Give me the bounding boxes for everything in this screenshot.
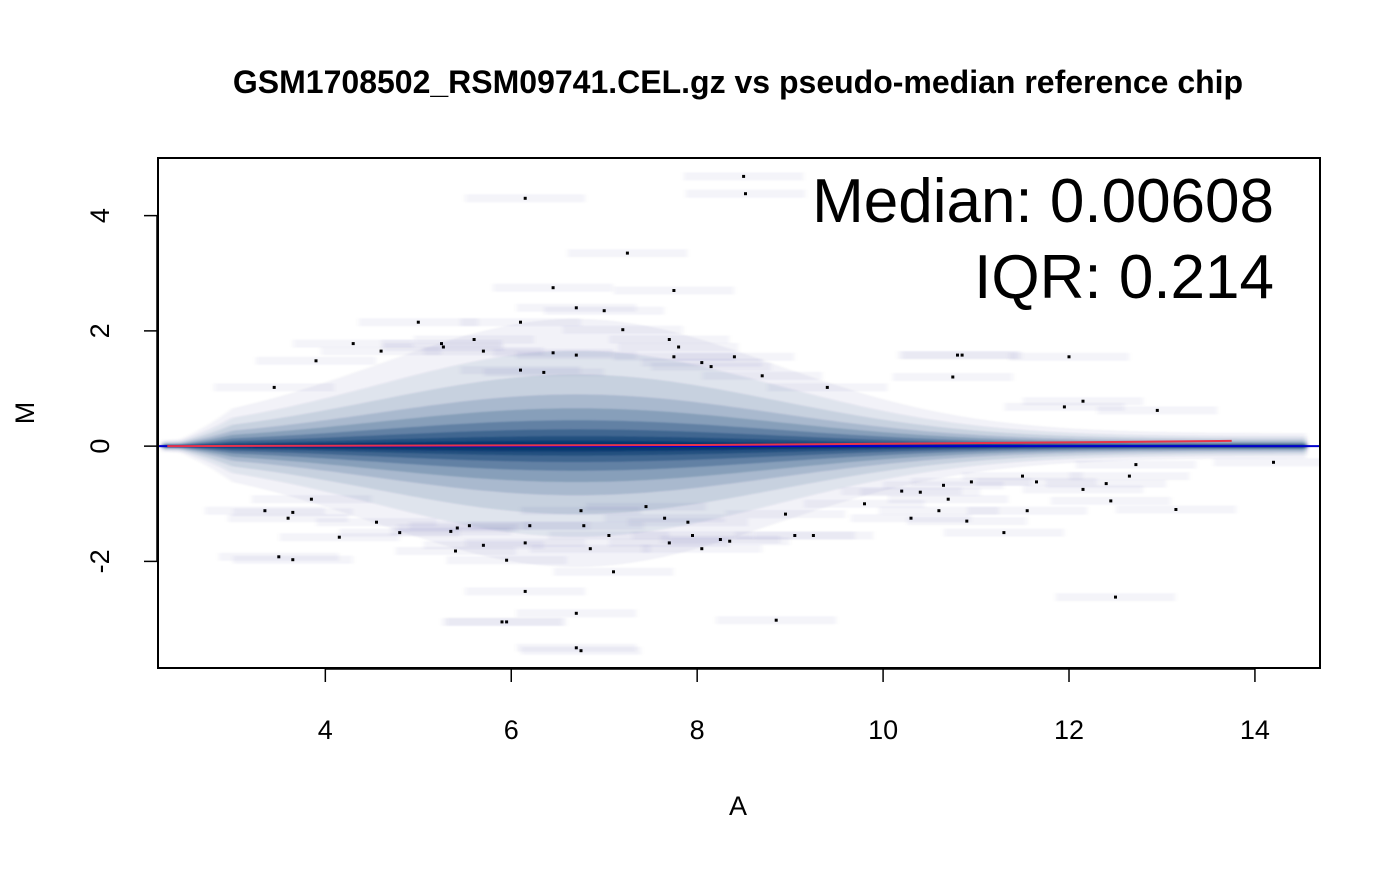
outlier-point bbox=[481, 349, 485, 353]
outlier-point bbox=[607, 534, 611, 537]
outlier-point bbox=[286, 516, 290, 520]
chart-title: GSM1708502_RSM09741.CEL.gz vs pseudo-med… bbox=[233, 64, 1243, 100]
outlier-point bbox=[612, 570, 615, 574]
y-tick-label: -2 bbox=[85, 549, 115, 573]
outlier-point bbox=[811, 534, 815, 537]
x-tick-label: 6 bbox=[504, 715, 519, 745]
outlier-point bbox=[579, 649, 583, 653]
outlier-point bbox=[454, 549, 457, 553]
outlier-point bbox=[946, 497, 950, 501]
outlier-halo bbox=[1213, 458, 1320, 467]
outlier-point bbox=[551, 286, 555, 290]
outlier-point bbox=[309, 497, 313, 501]
x-tick-label: 10 bbox=[868, 715, 898, 745]
outlier-point bbox=[644, 505, 648, 509]
y-axis: -2 0 2 4 bbox=[85, 208, 158, 573]
median-annotation: Median: 0.00608 bbox=[812, 167, 1274, 236]
outlier-point bbox=[523, 541, 527, 545]
outlier-point bbox=[1104, 482, 1108, 486]
x-tick-label: 4 bbox=[318, 715, 333, 745]
iqr-annotation: IQR: 0.214 bbox=[974, 243, 1274, 312]
outlier-point bbox=[1127, 474, 1131, 478]
outlier-point bbox=[1062, 405, 1066, 409]
y-tick-label: 4 bbox=[85, 208, 115, 223]
outlier-point bbox=[667, 338, 671, 341]
outlier-point bbox=[602, 309, 606, 313]
x-tick-label: 14 bbox=[1240, 715, 1270, 745]
outlier-point bbox=[1114, 595, 1117, 599]
outlier-point bbox=[863, 502, 866, 506]
y-tick-label: 2 bbox=[85, 323, 115, 338]
x-tick-label: 12 bbox=[1054, 715, 1084, 745]
outlier-point bbox=[505, 558, 509, 562]
outlier-point bbox=[951, 375, 955, 379]
outlier-point bbox=[937, 509, 941, 513]
outlier-point bbox=[965, 519, 969, 523]
outlier-points bbox=[204, 172, 1320, 655]
outlier-point bbox=[272, 385, 276, 389]
x-tick-label: 8 bbox=[690, 715, 705, 745]
outlier-point bbox=[625, 251, 629, 255]
outlier-point bbox=[500, 620, 504, 624]
outlier-point bbox=[969, 480, 973, 484]
outlier-point bbox=[784, 512, 787, 516]
outlier-point bbox=[441, 345, 445, 349]
outlier-point bbox=[774, 618, 778, 622]
outlier-point bbox=[672, 289, 676, 292]
outlier-point bbox=[825, 385, 829, 389]
outlier-point bbox=[1035, 480, 1038, 484]
outlier-point bbox=[337, 535, 341, 539]
outlier-point bbox=[582, 524, 586, 528]
outlier-point bbox=[1025, 509, 1029, 513]
outlier-point bbox=[1134, 463, 1138, 467]
outlier-point bbox=[677, 345, 681, 349]
outlier-point bbox=[760, 374, 764, 378]
outlier-point bbox=[351, 342, 355, 346]
outlier-point bbox=[379, 349, 383, 353]
y-tick-label: 0 bbox=[85, 439, 115, 454]
outlier-point bbox=[960, 353, 964, 357]
outlier-point bbox=[467, 524, 471, 528]
outlier-point bbox=[1002, 531, 1006, 535]
outlier-point bbox=[1081, 399, 1085, 403]
outlier-point bbox=[1174, 508, 1178, 511]
outlier-point bbox=[1109, 499, 1113, 503]
outlier-point bbox=[588, 547, 592, 551]
outlier-point bbox=[416, 320, 420, 324]
outlier-point bbox=[523, 196, 527, 200]
outlier-point bbox=[574, 611, 578, 615]
outlier-point bbox=[1081, 487, 1085, 491]
loess-trend-line bbox=[167, 439, 1232, 448]
y-axis-label: M bbox=[10, 402, 40, 425]
outlier-point bbox=[542, 370, 546, 374]
outlier-point bbox=[744, 192, 747, 196]
outlier-point bbox=[519, 320, 522, 324]
outlier-point bbox=[579, 509, 583, 513]
outlier-point bbox=[1155, 408, 1159, 412]
outlier-point bbox=[472, 338, 476, 341]
outlier-point bbox=[291, 558, 295, 562]
outlier-point bbox=[1067, 355, 1071, 359]
outlier-point bbox=[574, 353, 578, 357]
outlier-point bbox=[314, 359, 318, 363]
outlier-point bbox=[375, 520, 378, 524]
outlier-point bbox=[918, 490, 922, 494]
outlier-point bbox=[1272, 460, 1275, 464]
outlier-point bbox=[523, 589, 527, 593]
outlier-point bbox=[700, 547, 704, 551]
outlier-point bbox=[686, 520, 690, 524]
x-axis: 4 6 8 10 12 14 bbox=[318, 668, 1270, 745]
outlier-point bbox=[709, 365, 713, 369]
x-axis-label: A bbox=[729, 791, 747, 821]
outlier-point bbox=[742, 174, 746, 178]
outlier-point bbox=[291, 510, 295, 514]
outlier-point bbox=[1021, 474, 1024, 478]
plot-frame bbox=[157, 157, 1321, 669]
outlier-point bbox=[732, 355, 736, 359]
outlier-point bbox=[672, 355, 676, 359]
outlier-point bbox=[621, 328, 625, 332]
outlier-point bbox=[728, 539, 732, 543]
